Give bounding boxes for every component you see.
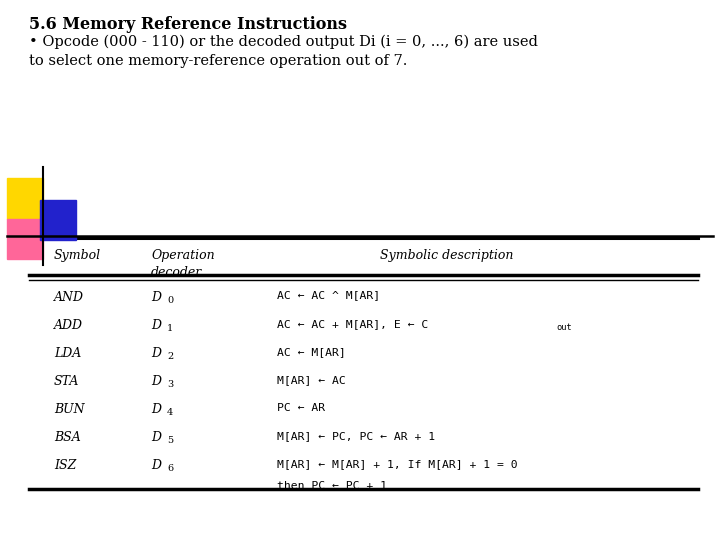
Text: out: out (557, 323, 572, 332)
Text: STA: STA (54, 375, 79, 388)
Bar (7, 219, 43, 259)
Text: D: D (151, 459, 161, 472)
Text: D: D (151, 403, 161, 416)
Text: M[AR] ← AC: M[AR] ← AC (277, 375, 346, 385)
Text: 1: 1 (167, 324, 174, 333)
Text: 5: 5 (167, 436, 174, 446)
Text: 4: 4 (167, 408, 174, 417)
Text: AC ← M[AR]: AC ← M[AR] (277, 347, 346, 357)
Text: ADD: ADD (54, 319, 83, 332)
Text: 3: 3 (167, 380, 174, 389)
Text: BUN: BUN (54, 403, 85, 416)
Text: D: D (151, 347, 161, 360)
Bar (7, 178, 43, 219)
Text: Symbol: Symbol (54, 249, 101, 262)
Text: BSA: BSA (54, 431, 81, 444)
Text: to select one memory-reference operation out of 7.: to select one memory-reference operation… (29, 54, 408, 68)
Text: Operation: Operation (151, 249, 215, 262)
Text: 2: 2 (167, 352, 174, 361)
Text: LDA: LDA (54, 347, 81, 360)
Text: AC ← AC + M[AR], E ← C: AC ← AC + M[AR], E ← C (277, 319, 428, 329)
Text: D: D (151, 319, 161, 332)
Text: • Opcode (000 - 110) or the decoded output Di (i = 0, ..., 6) are used: • Opcode (000 - 110) or the decoded outp… (29, 35, 538, 50)
Bar (40, 200, 76, 240)
Text: AND: AND (54, 291, 84, 303)
Text: PC ← AR: PC ← AR (277, 403, 325, 413)
Text: D: D (151, 375, 161, 388)
Text: M[AR] ← M[AR] + 1, If M[AR] + 1 = 0: M[AR] ← M[AR] + 1, If M[AR] + 1 = 0 (277, 459, 518, 469)
Text: D: D (151, 291, 161, 303)
Text: Symbolic description: Symbolic description (379, 249, 513, 262)
Text: decoder: decoder (151, 266, 202, 279)
Text: ISZ: ISZ (54, 459, 76, 472)
Text: 6: 6 (167, 464, 174, 474)
Text: 5.6 Memory Reference Instructions: 5.6 Memory Reference Instructions (29, 16, 347, 33)
Text: M[AR] ← PC, PC ← AR + 1: M[AR] ← PC, PC ← AR + 1 (277, 431, 436, 441)
Text: D: D (151, 431, 161, 444)
Text: AC ← AC ^ M[AR]: AC ← AC ^ M[AR] (277, 291, 380, 301)
Text: then PC ← PC + 1: then PC ← PC + 1 (277, 481, 387, 491)
Text: 0: 0 (167, 296, 174, 305)
